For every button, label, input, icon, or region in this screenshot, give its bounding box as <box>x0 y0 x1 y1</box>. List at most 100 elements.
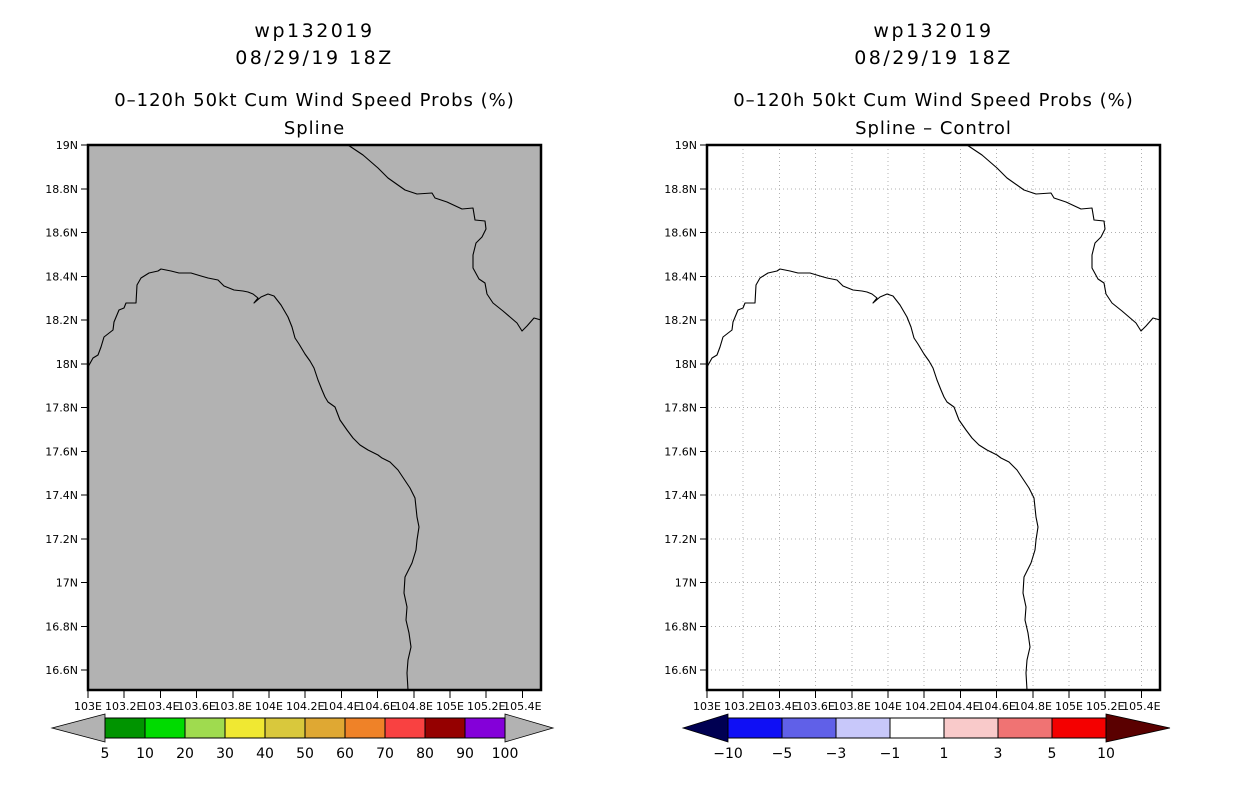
colorbar-cell <box>781 717 837 739</box>
colorbar: −10 −5 −3 −1 1 3 5 10 <box>681 713 1171 762</box>
colorbar-label: 10 <box>136 746 154 762</box>
x-axis-tick-label: 105E <box>1055 700 1083 713</box>
colorbar-cell <box>943 717 999 739</box>
colorbar-label: 100 <box>492 746 519 762</box>
colorbar-label: 90 <box>456 746 474 762</box>
colorbar-cell <box>344 717 386 739</box>
x-axis-tick-label: 105E <box>436 700 464 713</box>
x-axis-tick-label: 105.2E <box>467 700 505 713</box>
x-axis-tick-label: 103.4E <box>760 700 798 713</box>
y-axis-tick-label: 18.4N <box>664 270 697 283</box>
colorbar-cell <box>727 717 783 739</box>
y-axis-tick-label: 16.8N <box>664 620 697 633</box>
colorbar-label: 20 <box>176 746 194 762</box>
colorbar-cell <box>384 717 426 739</box>
colorbar-cell <box>1051 717 1107 739</box>
colorbar-cell <box>304 717 346 739</box>
y-axis-tick-label: 17.4N <box>664 489 697 502</box>
product-title: 0–120h 50kt Cum Wind Speed Probs (%) <box>733 90 1134 111</box>
storm-id-title: wp132019 <box>873 20 994 42</box>
colorbar-cell <box>104 717 146 739</box>
colorbar-cell <box>835 717 891 739</box>
y-axis-tick-label: 17.8N <box>664 402 697 415</box>
y-axis-tick-label: 18.6N <box>664 227 697 240</box>
x-axis-tick-label: 105.4E <box>1122 700 1160 713</box>
x-axis-tick-label: 103.8E <box>833 700 871 713</box>
x-axis-tick-label: 105.4E <box>503 700 541 713</box>
colorbar-right-arrow <box>1105 713 1171 743</box>
y-axis-tick-label: 18.8N <box>664 183 697 196</box>
y-axis-tick-label: 17N <box>675 577 697 590</box>
x-axis-tick-label: 104.2E <box>905 700 943 713</box>
map-area: 103E 19N 103.2E 18.8N 103.4E 18.6N 103.6E 18.4N… <box>664 139 1162 713</box>
y-axis-tick-label: 17N <box>56 577 78 590</box>
x-axis-tick-label: 104.8E <box>395 700 433 713</box>
y-axis-tick-label: 18.4N <box>45 270 78 283</box>
y-axis-tick-label: 18.6N <box>45 227 78 240</box>
coastline <box>706 268 1039 691</box>
x-axis-tick-label: 104.6E <box>977 700 1015 713</box>
colorbar-cell <box>424 717 466 739</box>
x-axis-tick-label: 103.6E <box>177 700 215 713</box>
colorbar-label: 5 <box>1048 746 1057 762</box>
colorbar-cell <box>997 717 1053 739</box>
colorbar-label: 50 <box>296 746 314 762</box>
colorbar-label: 1 <box>940 746 949 762</box>
map-area: 103E 19N 103.2E 18.8N 103.4E 18.6N 103.6E 18.4N… <box>45 139 543 713</box>
storm-id-title: wp132019 <box>254 20 375 42</box>
colorbar-label: 3 <box>994 746 1003 762</box>
colorbar-label: −3 <box>826 746 847 762</box>
map-plot-spline-minus-control: 103E 19N 103.2E 18.8N 103.4E 18.6N 103.6E 18.4N… <box>664 139 1171 762</box>
colorbar-label: −1 <box>880 746 901 762</box>
y-axis-tick-label: 17.8N <box>45 402 78 415</box>
colorbar-cell <box>144 717 186 739</box>
colorbar-label: 10 <box>1097 746 1115 762</box>
colorbar-label: 80 <box>416 746 434 762</box>
coastline <box>347 144 542 332</box>
colorbar-label: 40 <box>256 746 274 762</box>
method-title: Spline <box>283 118 346 139</box>
colorbar-cell <box>224 717 266 739</box>
colorbar-left-arrow <box>681 713 729 743</box>
y-axis-tick-label: 16.6N <box>45 664 78 677</box>
x-axis-tick-label: 105.2E <box>1086 700 1124 713</box>
datetime-title: 08/29/19 18Z <box>235 47 394 69</box>
map-border <box>705 143 1162 692</box>
colorbar: 5 10 20 30 40 50 60 70 80 90 100 <box>50 713 555 762</box>
x-axis-tick-label: 104.4E <box>322 700 360 713</box>
x-axis-tick-label: 104E <box>255 700 283 713</box>
coastline <box>87 268 420 691</box>
x-axis-tick-label: 103.2E <box>105 700 143 713</box>
y-axis-tick-label: 16.6N <box>664 664 697 677</box>
map-background <box>707 145 1160 690</box>
coastline <box>966 144 1161 332</box>
y-axis-tick-label: 17.2N <box>45 533 78 546</box>
x-axis-tick-label: 103.2E <box>724 700 762 713</box>
map-border <box>86 143 543 692</box>
y-axis-tick-label: 18N <box>56 358 78 371</box>
y-axis-tick-label: 19N <box>56 139 78 152</box>
x-axis-tick-label: 104.8E <box>1014 700 1052 713</box>
colorbar-label: 60 <box>336 746 354 762</box>
y-axis-tick-label: 18.2N <box>664 314 697 327</box>
x-axis-tick-label: 103E <box>693 700 721 713</box>
x-axis-tick-label: 103.6E <box>796 700 834 713</box>
y-axis-tick-label: 17.6N <box>664 445 697 458</box>
x-axis-tick-label: 103.8E <box>214 700 252 713</box>
x-axis-tick-label: 103.4E <box>141 700 179 713</box>
panel-spline-minus-control: wp132019 08/29/19 18Z 0–120h 50kt Cum Wi… <box>618 0 1236 800</box>
x-axis-tick-label: 104.4E <box>941 700 979 713</box>
x-axis-tick-label: 104E <box>874 700 902 713</box>
colorbar-label: 5 <box>101 746 110 762</box>
y-axis-tick-label: 17.4N <box>45 489 78 502</box>
x-axis-tick-label: 104.6E <box>358 700 396 713</box>
colorbar-cell <box>264 717 306 739</box>
product-title: 0–120h 50kt Cum Wind Speed Probs (%) <box>114 90 515 111</box>
y-axis-tick-label: 18.2N <box>45 314 78 327</box>
y-axis-tick-label: 17.2N <box>664 533 697 546</box>
map-plot-spline: 103E 19N 103.2E 18.8N 103.4E 18.6N 103.6E 18.4N… <box>45 139 555 762</box>
colorbar-label: −10 <box>713 746 743 762</box>
datetime-title: 08/29/19 18Z <box>854 47 1013 69</box>
y-axis-tick-label: 18N <box>675 358 697 371</box>
